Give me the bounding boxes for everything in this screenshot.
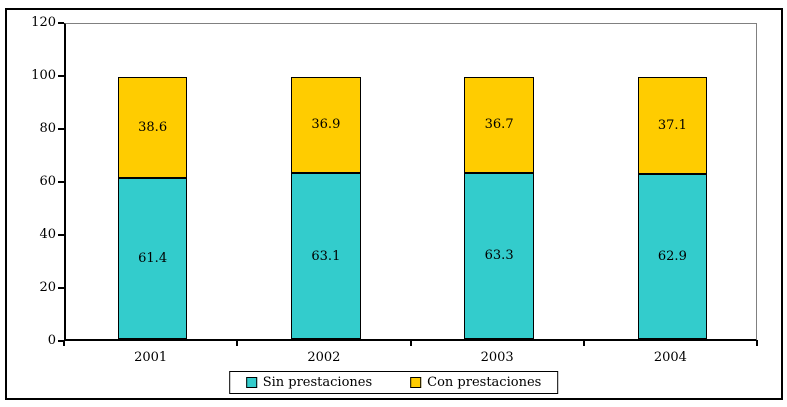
legend-item-sin-prestaciones: Sin prestaciones (245, 375, 373, 390)
bar-segment-sin-prestaciones-2001: 61.4 (117, 177, 188, 339)
bar-value-label-con-prestaciones-2004: 37.1 (657, 117, 687, 133)
bar-segment-sin-prestaciones-2004: 62.9 (637, 173, 708, 339)
plot-area: 61.4 38.6 63.1 36.9 63.3 36.7 62.9 37.1 (64, 23, 757, 341)
bar-segment-sin-prestaciones-2003: 63.3 (464, 172, 534, 339)
y-tick-label-40: 40 (39, 227, 56, 242)
x-tick-mark-3 (582, 340, 585, 346)
bar-segment-con-prestaciones-2002: 36.9 (291, 76, 361, 174)
x-category-label-2002: 2002 (307, 350, 341, 365)
x-category-label-2001: 2001 (134, 350, 168, 365)
y-tick-label-100: 100 (31, 68, 56, 83)
y-tick-label-0: 0 (47, 333, 56, 348)
y-tick-label-120: 120 (31, 15, 56, 30)
bar-value-label-con-prestaciones-2001: 38.6 (138, 119, 168, 135)
legend-label-con-prestaciones: Con prestaciones (427, 375, 542, 390)
x-category-label-2004: 2004 (653, 350, 687, 365)
y-tick-mark-40 (58, 234, 64, 236)
bar-value-label-con-prestaciones-2003: 36.7 (484, 117, 514, 133)
x-tick-mark-1 (236, 340, 239, 346)
x-tick-mark-2 (409, 340, 412, 346)
chart-legend: Sin prestaciones Con prestaciones (228, 371, 559, 394)
y-tick-mark-20 (58, 287, 64, 289)
bar-segment-con-prestaciones-2001: 38.6 (117, 76, 188, 178)
legend-swatch-sin-prestaciones (245, 377, 257, 388)
bar-value-label-con-prestaciones-2002: 36.9 (311, 117, 341, 133)
y-tick-mark-80 (58, 128, 64, 130)
bar-value-label-sin-prestaciones-2003: 63.3 (484, 248, 514, 264)
bar-value-label-sin-prestaciones-2001: 61.4 (138, 250, 168, 266)
y-tick-mark-120 (58, 22, 64, 24)
y-tick-label-20: 20 (39, 280, 56, 295)
x-category-label-2003: 2003 (480, 350, 514, 365)
y-tick-mark-100 (58, 75, 64, 77)
bar-segment-sin-prestaciones-2002: 63.1 (291, 173, 361, 339)
y-tick-label-80: 80 (39, 121, 56, 136)
y-tick-label-60: 60 (39, 174, 56, 189)
y-tick-mark-0 (58, 340, 64, 342)
legend-label-sin-prestaciones: Sin prestaciones (262, 375, 373, 390)
y-tick-mark-60 (58, 181, 64, 183)
x-tick-mark-4 (756, 340, 758, 346)
legend-swatch-con-prestaciones (410, 377, 422, 388)
x-tick-mark-0 (63, 340, 65, 346)
bar-value-label-sin-prestaciones-2004: 62.9 (657, 248, 687, 264)
bar-segment-con-prestaciones-2004: 37.1 (637, 76, 708, 174)
bar-segment-con-prestaciones-2003: 36.7 (464, 76, 534, 173)
legend-item-con-prestaciones: Con prestaciones (410, 375, 541, 390)
bar-value-label-sin-prestaciones-2002: 63.1 (311, 248, 341, 264)
